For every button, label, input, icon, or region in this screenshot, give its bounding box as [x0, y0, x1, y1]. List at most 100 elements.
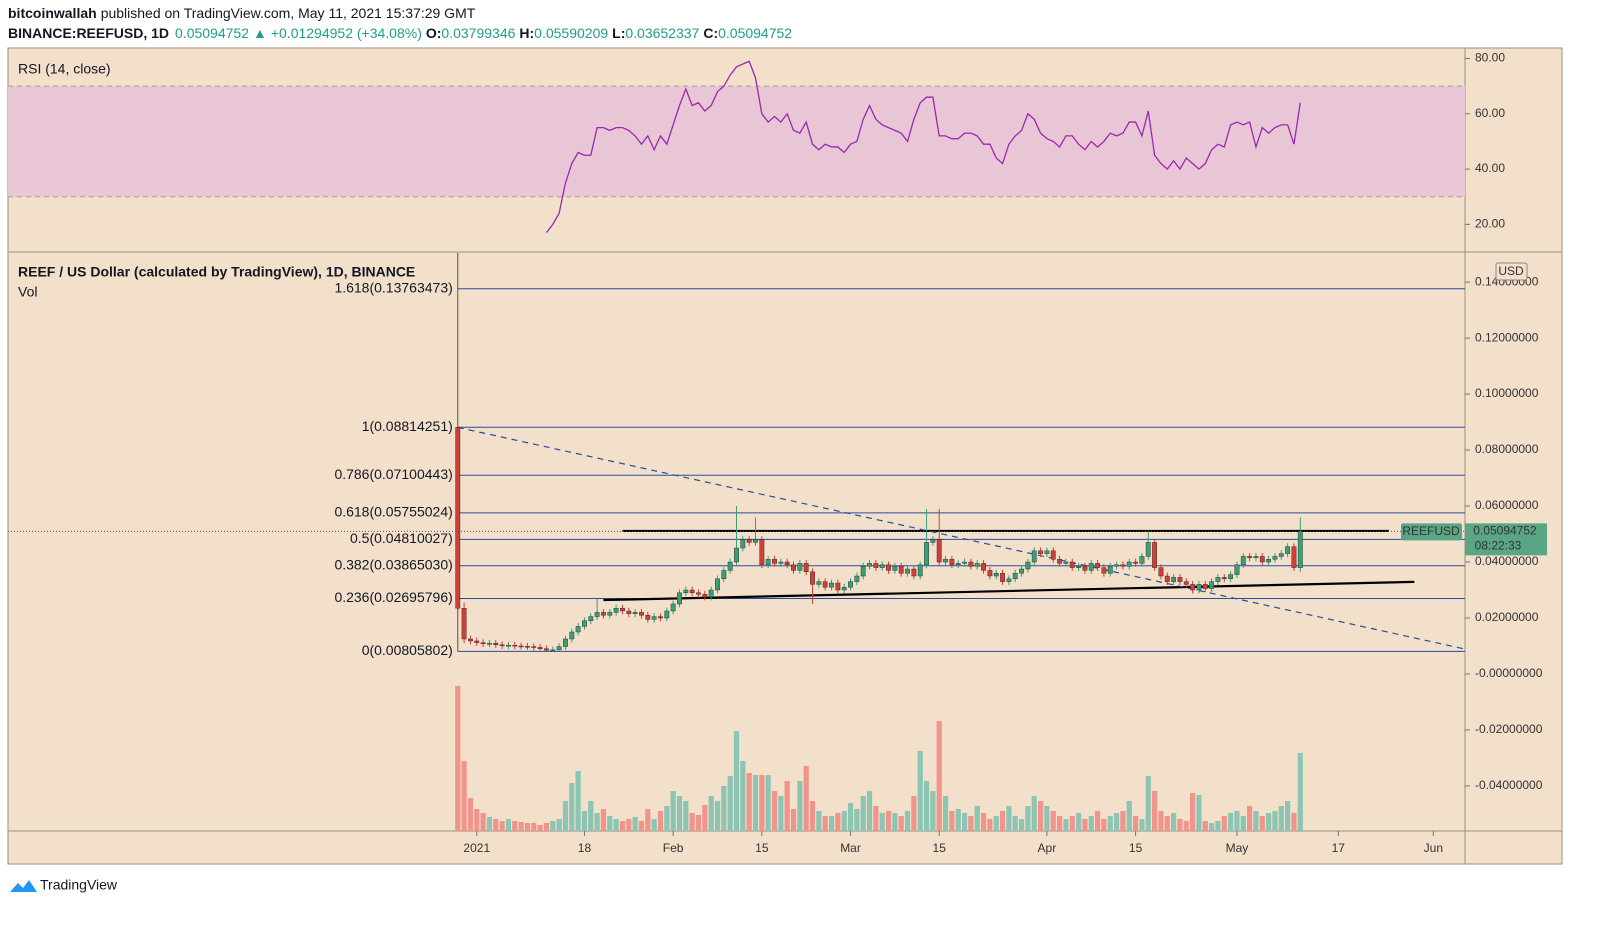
volume-bar — [1044, 806, 1050, 831]
candle-body — [1259, 556, 1265, 563]
volume-bar — [550, 821, 556, 831]
candle-body — [696, 592, 701, 595]
fib-label: 0(0.00805802) — [362, 642, 453, 658]
candle-body — [1145, 542, 1151, 557]
volume-bar — [499, 821, 505, 831]
volume-bar — [645, 809, 651, 831]
volume-bar — [942, 796, 949, 831]
candle-body — [620, 607, 625, 612]
volume-bar — [600, 809, 607, 831]
fib-label: 0.618(0.05755024) — [334, 504, 452, 520]
volume-bar — [1145, 776, 1151, 831]
volume-bar — [835, 813, 841, 831]
volume-bar — [518, 822, 524, 831]
volume-bar — [1025, 806, 1031, 831]
volume-bar — [778, 796, 784, 831]
volume-bar — [816, 811, 822, 831]
volume-bar — [1240, 816, 1246, 831]
volume-bar — [917, 751, 923, 831]
volume-bar — [467, 798, 474, 831]
volume-bar — [1253, 811, 1259, 831]
candle-body — [569, 631, 575, 640]
volume-bar — [822, 816, 828, 831]
candle-body — [949, 559, 955, 566]
volume-bar — [613, 819, 619, 831]
candle-body — [1285, 546, 1291, 554]
candle-body — [1031, 550, 1037, 563]
volume-bar — [1037, 801, 1044, 831]
candle-body — [1158, 567, 1164, 577]
candle-body — [1234, 564, 1240, 575]
volume-bar — [1139, 819, 1145, 831]
y-tick-label: 0.08000000 — [1475, 442, 1539, 456]
volume-bar — [1158, 811, 1164, 831]
y-tick-label: 80.00 — [1475, 51, 1505, 65]
candle-body — [848, 581, 853, 588]
candle-body — [1240, 556, 1246, 566]
x-tick-label: 15 — [755, 841, 769, 855]
close-label: C: — [703, 25, 718, 41]
volume-bar — [1094, 811, 1101, 831]
candle-body — [1107, 566, 1113, 574]
candle-body — [1247, 556, 1253, 559]
candle-body — [1152, 542, 1157, 568]
price-pane: 0.140000000.120000000.100000000.08000000… — [8, 253, 1547, 855]
volume-bar — [664, 806, 670, 831]
candle-body — [474, 640, 480, 643]
volume-bar — [619, 821, 626, 831]
volume-bar — [594, 813, 600, 831]
candle-body — [753, 539, 758, 543]
volume-bar — [1177, 819, 1183, 831]
candle-body — [1177, 577, 1183, 582]
open: 0.03799346 — [441, 25, 515, 41]
volume-bar — [505, 819, 512, 831]
change-arrow: ▲ — [253, 25, 267, 41]
candle-body — [841, 587, 847, 591]
volume-bar — [797, 781, 803, 831]
open-label: O: — [426, 25, 442, 41]
candle-body — [1183, 581, 1189, 585]
candle-body — [1272, 556, 1278, 560]
last-price: 0.05094752 — [175, 25, 249, 41]
candle-body — [1139, 556, 1145, 564]
volume-bar — [1215, 821, 1221, 831]
candle-body — [626, 610, 632, 614]
candle-body — [822, 581, 828, 588]
candle-body — [1202, 584, 1208, 589]
volume-bar — [695, 815, 702, 831]
volume-bar — [790, 809, 797, 831]
candle-body — [1069, 561, 1075, 568]
change: +0.01294952 (+34.08%) — [271, 25, 422, 41]
volume-bar — [562, 801, 569, 831]
volume-bar — [1012, 816, 1018, 831]
volume-bar — [1132, 816, 1139, 831]
volume-bar — [955, 809, 961, 831]
currency: USD — [1498, 264, 1524, 278]
candle-body — [563, 638, 568, 647]
volume-bar — [904, 811, 911, 831]
volume-bar — [486, 817, 493, 831]
volume-bar — [1228, 813, 1234, 831]
candle-body — [487, 642, 492, 645]
volume-bar — [1050, 811, 1056, 831]
fib-label: 0.5(0.04810027) — [350, 530, 453, 546]
volume-bar — [569, 783, 575, 831]
price-tag-value: 0.05094752 — [1473, 524, 1537, 538]
candle-body — [525, 646, 530, 648]
volume-bar — [1063, 819, 1069, 831]
candle-body — [702, 594, 708, 598]
volume-bar — [676, 796, 683, 831]
volume-bar — [752, 775, 759, 831]
candle-body — [670, 603, 676, 612]
candle-body — [1000, 573, 1005, 582]
volume-bar — [771, 791, 778, 831]
volume-bar — [537, 825, 543, 831]
volume-bar — [1120, 811, 1126, 831]
y-tick-label: 0.02000000 — [1475, 610, 1539, 624]
high: 0.05590209 — [534, 25, 608, 41]
volume-bar — [1285, 801, 1291, 831]
volume-bar — [911, 796, 917, 831]
volume-bar — [987, 819, 993, 831]
candle-body — [1006, 578, 1012, 582]
volume-bar — [1202, 821, 1208, 831]
